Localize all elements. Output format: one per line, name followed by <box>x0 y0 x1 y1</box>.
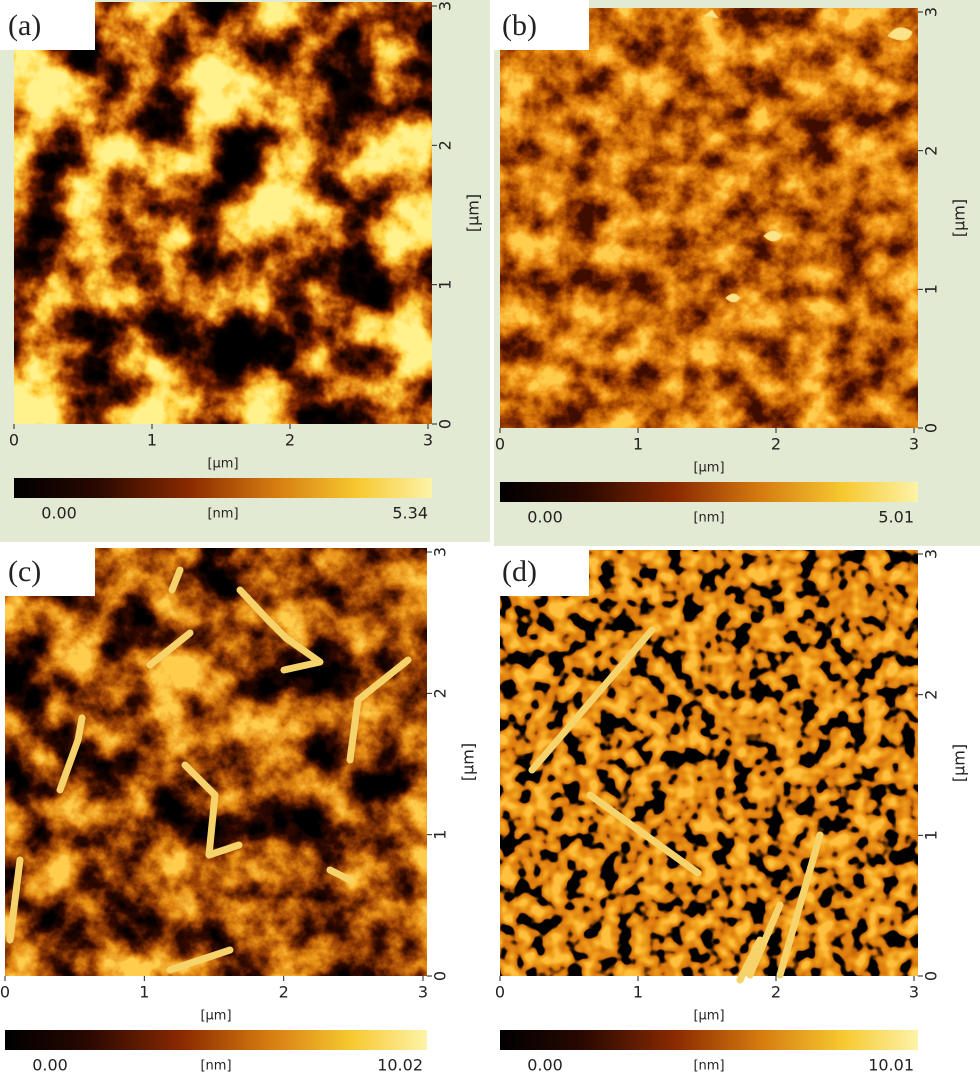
x-tick-label: 0 <box>495 983 505 1002</box>
colorbar-unit: [nm] <box>200 1059 231 1074</box>
colorbar-max: 10.02 <box>377 1056 423 1075</box>
afm-feature <box>725 293 741 303</box>
afm-feature <box>887 27 913 41</box>
afm-feature <box>346 656 412 764</box>
afm-feature <box>763 230 783 242</box>
y-unit: [µm] <box>950 744 969 782</box>
y-tick-label: 3 <box>922 7 941 17</box>
x-tick-label: 1 <box>147 431 157 450</box>
y-unit: [µm] <box>459 743 478 781</box>
afm-feature <box>703 9 719 19</box>
label-box <box>0 0 95 50</box>
afm-image <box>500 8 918 428</box>
afm-feature <box>586 791 702 877</box>
colorbar-min: 0.00 <box>32 1056 68 1075</box>
afm-feature <box>168 566 184 594</box>
panel-label: (d) <box>502 555 537 588</box>
afm-feature <box>6 856 24 944</box>
label-box <box>494 0 589 50</box>
x-tick-label: 2 <box>279 983 289 1002</box>
y-tick-label: 1 <box>922 284 941 294</box>
y-tick-label: 2 <box>922 690 941 700</box>
afm-feature <box>776 831 824 979</box>
afm-feature <box>528 626 656 774</box>
label-box <box>0 546 95 596</box>
x-tick-label: 2 <box>771 983 781 1002</box>
x-unit: [µm] <box>200 1009 231 1024</box>
colorbar-unit: [nm] <box>207 507 238 522</box>
x-tick-label: 2 <box>285 431 295 450</box>
x-tick-label: 0 <box>9 431 19 450</box>
y-unit: [µm] <box>464 194 483 232</box>
colorbar <box>500 1030 918 1050</box>
afm-feature <box>326 866 354 884</box>
colorbar <box>5 1030 427 1050</box>
afm-feature <box>236 586 324 674</box>
colorbar-unit: [nm] <box>693 511 724 526</box>
x-tick-label: 2 <box>771 435 781 454</box>
y-tick-label: 1 <box>431 830 450 840</box>
y-tick-label: 0 <box>436 419 455 429</box>
colorbar-unit: [nm] <box>693 1059 724 1074</box>
colorbar-max: 5.34 <box>392 504 428 523</box>
x-tick-label: 0 <box>0 983 10 1002</box>
colorbar-max: 10.01 <box>868 1056 914 1075</box>
afm-feature <box>181 761 243 859</box>
y-unit: [µm] <box>950 199 969 237</box>
x-tick-label: 1 <box>633 435 643 454</box>
afm-feature <box>166 946 234 974</box>
y-tick-label: 2 <box>431 688 450 698</box>
y-tick-label: 1 <box>922 830 941 840</box>
afm-feature <box>746 901 784 979</box>
y-tick-label: 3 <box>922 549 941 559</box>
x-tick-label: 3 <box>418 983 428 1002</box>
colorbar-max: 5.01 <box>878 508 914 527</box>
y-tick-label: 0 <box>922 423 941 433</box>
y-tick-label: 0 <box>922 971 941 981</box>
x-tick-label: 3 <box>423 431 433 450</box>
x-unit: [µm] <box>207 457 238 472</box>
panel-label: (b) <box>502 9 537 42</box>
afm-feature <box>736 936 764 984</box>
y-tick-label: 0 <box>431 971 450 981</box>
colorbar-min: 0.00 <box>41 504 77 523</box>
panel-label: (c) <box>8 555 41 588</box>
afm-feature <box>146 629 194 669</box>
panel-label: (a) <box>8 9 41 42</box>
x-unit: [µm] <box>693 1009 724 1024</box>
label-box <box>494 546 589 596</box>
afm-image <box>5 548 427 976</box>
afm-feature <box>56 714 86 794</box>
x-unit: [µm] <box>693 461 724 476</box>
y-tick-label: 1 <box>436 280 455 290</box>
x-tick-label: 0 <box>495 435 505 454</box>
colorbar <box>14 478 432 498</box>
colorbar-min: 0.00 <box>527 1056 563 1075</box>
x-tick-label: 1 <box>633 983 643 1002</box>
afm-image <box>500 550 918 976</box>
x-tick-label: 1 <box>139 983 149 1002</box>
colorbar <box>500 482 918 502</box>
y-tick-label: 2 <box>922 146 941 156</box>
colorbar-min: 0.00 <box>527 508 563 527</box>
y-tick-label: 3 <box>431 547 450 557</box>
x-tick-label: 3 <box>909 435 919 454</box>
afm-image <box>14 2 432 424</box>
y-tick-label: 2 <box>436 140 455 150</box>
y-tick-label: 3 <box>436 1 455 11</box>
x-tick-label: 3 <box>909 983 919 1002</box>
